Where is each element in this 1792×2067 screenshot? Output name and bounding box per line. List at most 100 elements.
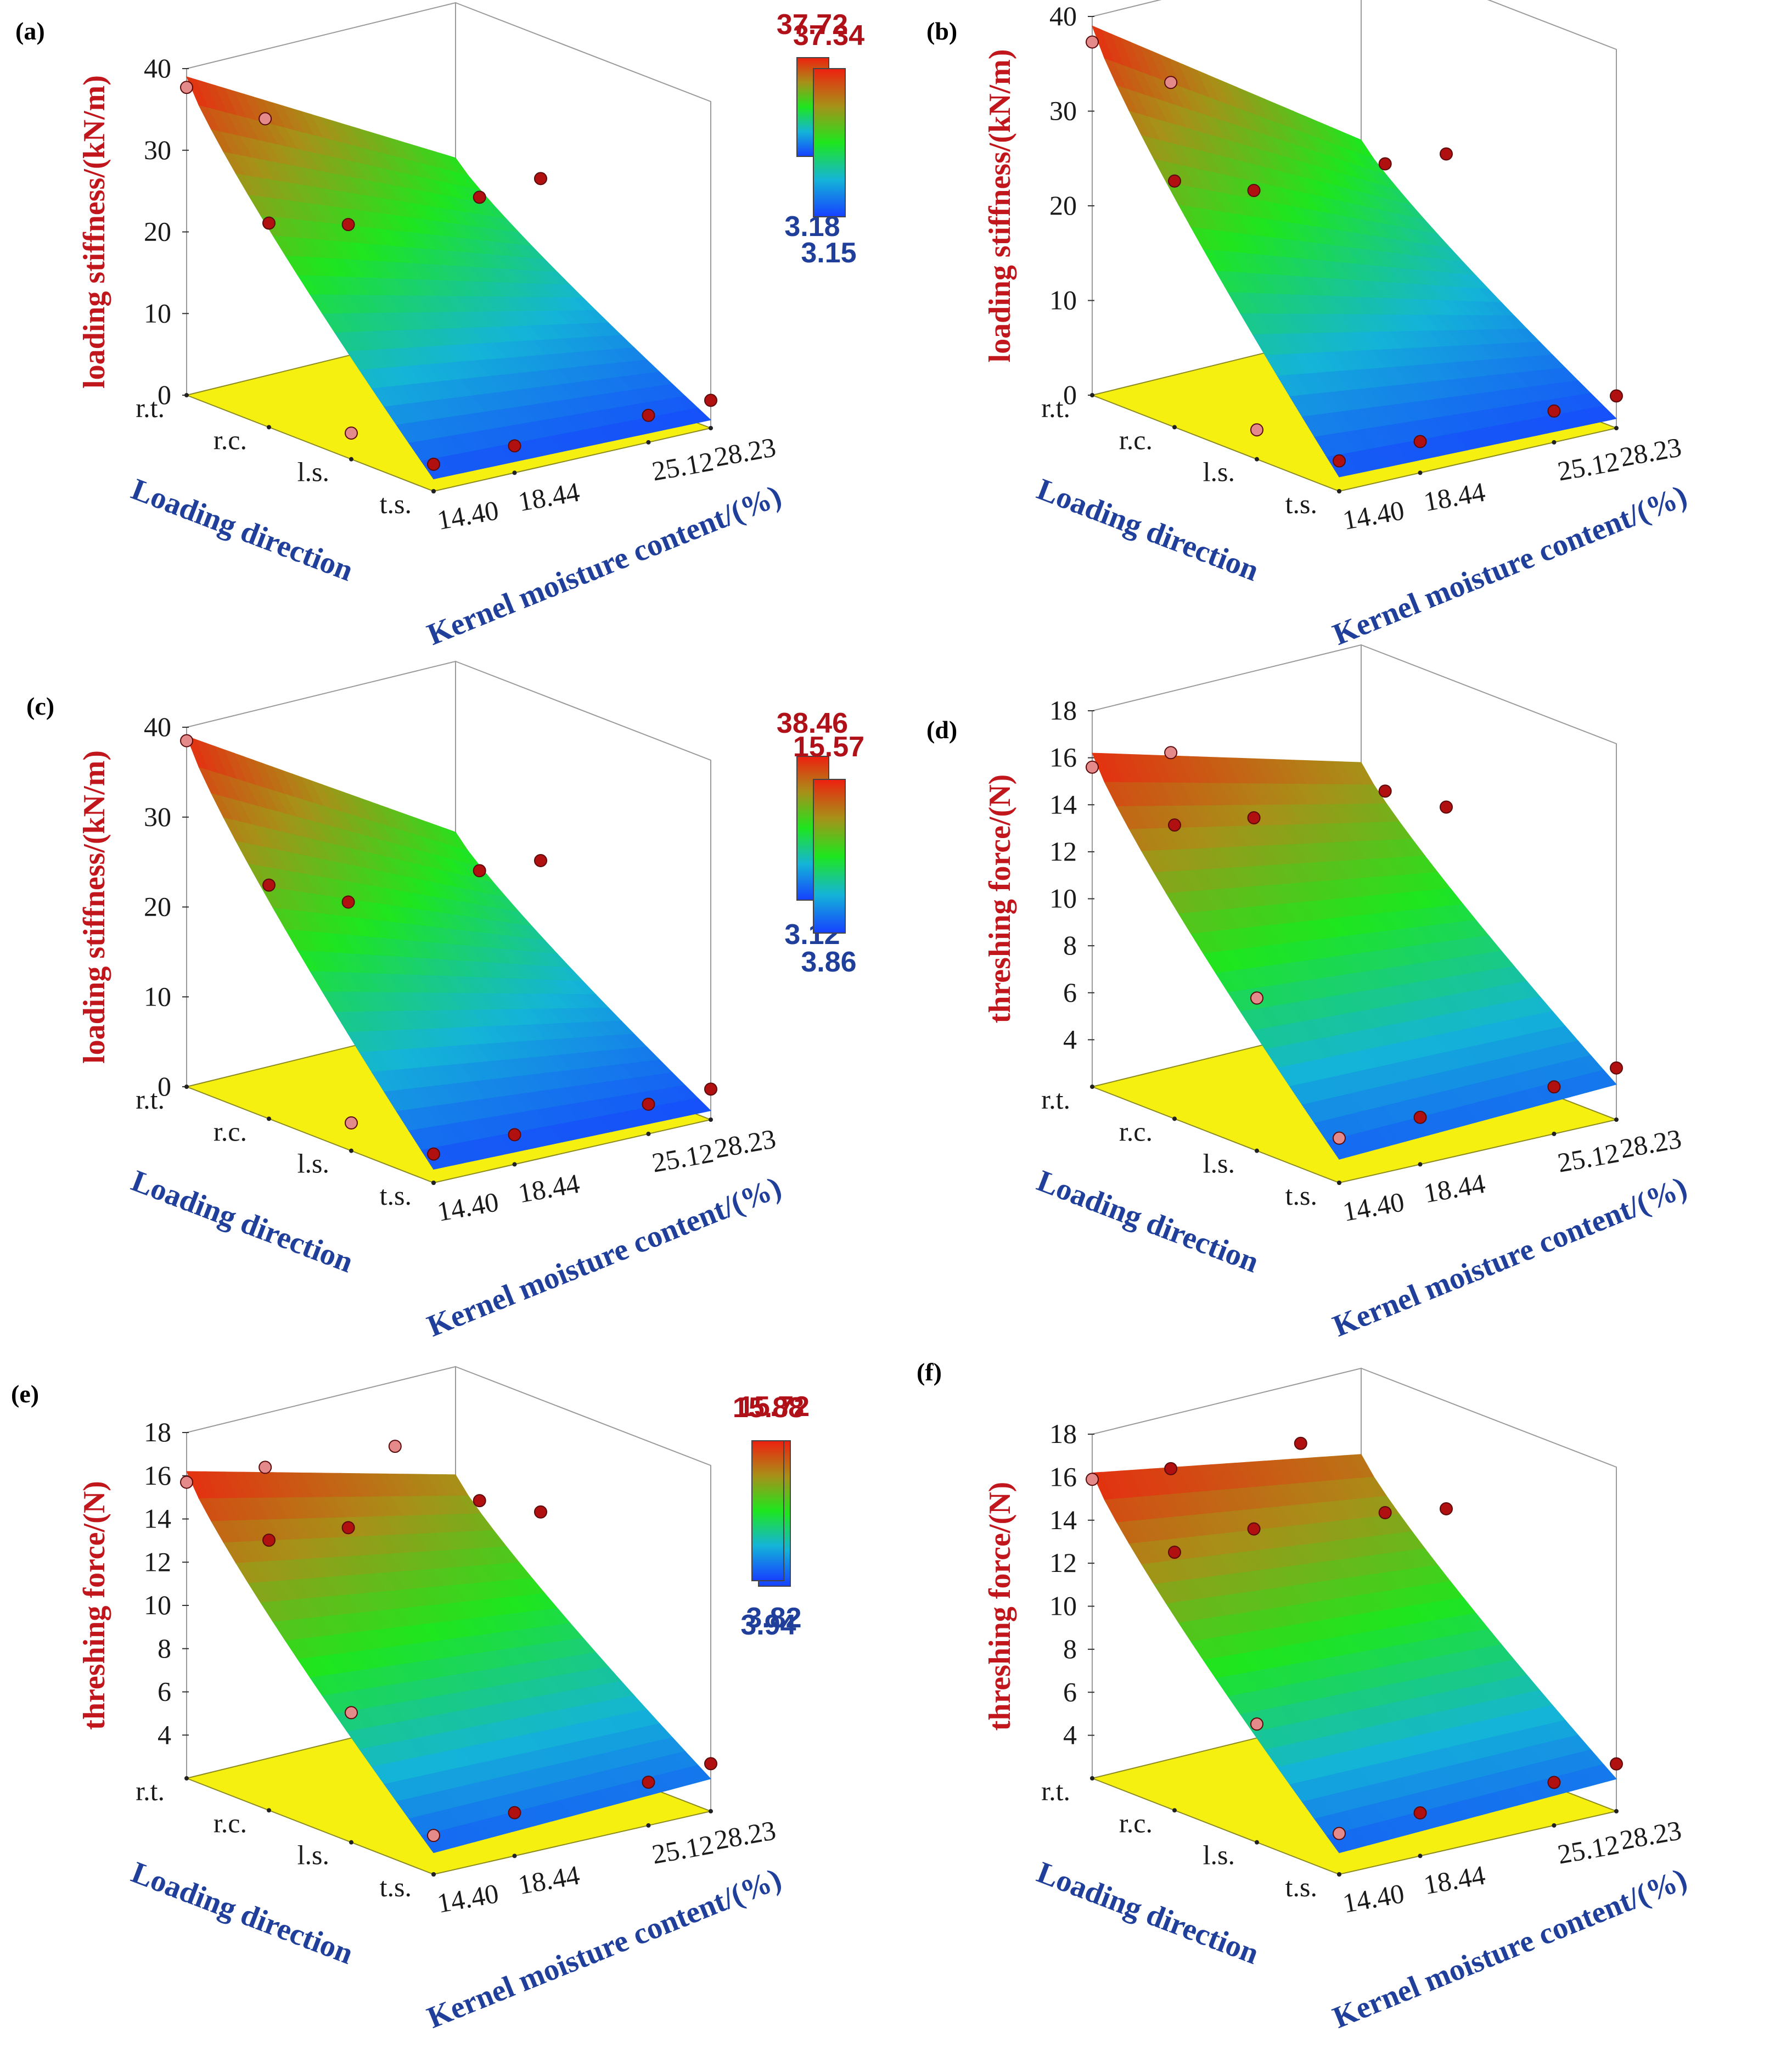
- moisture-tick-label: 25.12: [650, 1137, 716, 1178]
- direction-tick-label: r.t.: [1041, 392, 1070, 423]
- direction-tick-mark: [1255, 1840, 1259, 1845]
- chart-panel-5: 4 6 8 10 12 14 16 18 r.t. r.c. l.s. t.s. 14.40 18.44 2…: [11, 1366, 810, 2035]
- moisture-tick-label: 18.44: [1422, 1168, 1488, 1209]
- data-point: [642, 408, 655, 422]
- moisture-tick-label: 18.44: [516, 1168, 582, 1209]
- direction-tick-mark: [1172, 1808, 1177, 1813]
- data-point: [427, 1829, 440, 1843]
- direction-tick-mark: [184, 393, 189, 397]
- z-axis-label: threshing force/(N): [983, 774, 1017, 1024]
- direction-axis-label: Loading direction: [127, 1855, 358, 1971]
- moisture-tick-mark: [1418, 1853, 1423, 1858]
- data-point: [345, 426, 358, 440]
- box-right-frame: [1361, 644, 1617, 1120]
- data-point: [259, 1461, 272, 1474]
- moisture-tick-mark: [1418, 470, 1423, 475]
- direction-tick-label: t.s.: [1285, 1180, 1317, 1211]
- direction-tick-label: t.s.: [380, 1872, 412, 1902]
- direction-tick-label: r.c.: [214, 1116, 247, 1147]
- direction-tick-label: r.c.: [1119, 1116, 1153, 1147]
- moisture-tick-label: 28.23: [712, 1815, 778, 1856]
- data-point: [1250, 1717, 1263, 1731]
- data-point: [1378, 1506, 1392, 1519]
- data-point: [1413, 1110, 1427, 1124]
- direction-tick-mark: [1255, 457, 1259, 462]
- direction-tick-mark: [349, 457, 353, 462]
- z-tick-label: 30: [144, 801, 171, 832]
- direction-tick-label: t.s.: [380, 488, 412, 519]
- moisture-tick-label: 25.12: [1555, 1829, 1622, 1870]
- direction-tick-mark: [1255, 1148, 1259, 1153]
- direction-tick-label: t.s.: [380, 1180, 412, 1211]
- direction-tick-mark: [184, 1085, 189, 1089]
- moisture-tick-label: 18.44: [516, 1860, 582, 1901]
- direction-tick-label: r.c.: [1119, 1807, 1153, 1838]
- direction-tick-label: l.s.: [297, 1148, 329, 1179]
- moisture-tick-mark: [1418, 1162, 1423, 1167]
- chart-panel-6: 4 6 8 10 12 14 16 18 r.t. r.c. l.s. t.s. 14.40 18.44 2…: [733, 1358, 1692, 2035]
- direction-tick-mark: [267, 1116, 271, 1121]
- direction-tick-label: l.s.: [297, 457, 329, 487]
- data-point: [180, 81, 193, 94]
- direction-tick-mark: [1090, 1776, 1094, 1780]
- z-tick-label: 18: [1049, 1418, 1077, 1449]
- z-tick-label: 6: [158, 1676, 171, 1707]
- z-tick-label: 16: [144, 1460, 171, 1491]
- direction-axis-label: Loading direction: [127, 472, 358, 588]
- panel-label: (a): [15, 17, 45, 45]
- moisture-tick-label: 14.40: [1340, 1186, 1407, 1227]
- data-point: [508, 439, 521, 453]
- moisture-tick-label: 25.12: [1555, 1137, 1622, 1178]
- direction-tick-label: r.t.: [136, 1084, 165, 1115]
- z-tick-label: 20: [144, 891, 171, 922]
- moisture-tick-mark: [1614, 1117, 1619, 1122]
- data-point: [1164, 76, 1178, 89]
- z-tick-label: 12: [144, 1546, 171, 1577]
- z-tick-label: 0: [158, 379, 171, 410]
- data-point: [473, 1494, 486, 1508]
- data-point: [1333, 1827, 1346, 1840]
- data-point: [534, 853, 547, 867]
- response-surface: [1092, 1454, 1617, 1853]
- data-point: [1247, 184, 1261, 198]
- direction-tick-label: l.s.: [1203, 1840, 1235, 1871]
- moisture-tick-label: 14.40: [1340, 1878, 1407, 1919]
- z-tick-label: 4: [1063, 1720, 1077, 1750]
- z-tick-label: 10: [1049, 883, 1077, 914]
- data-point: [704, 1082, 717, 1096]
- data-point: [1610, 1061, 1623, 1075]
- direction-tick-mark: [1090, 393, 1094, 397]
- data-point: [1610, 1757, 1623, 1771]
- direction-axis-label: Loading direction: [1032, 1855, 1263, 1971]
- direction-tick-label: l.s.: [297, 1840, 329, 1871]
- z-tick-label: 10: [1049, 285, 1077, 316]
- z-tick-label: 6: [1063, 977, 1077, 1008]
- z-tick-label: 8: [1063, 1633, 1077, 1664]
- colorbar-min-label: 3.15: [801, 237, 856, 269]
- data-point: [534, 1505, 547, 1519]
- z-tick-label: 16: [1049, 1461, 1077, 1492]
- data-point: [1440, 1502, 1453, 1515]
- data-point: [1086, 35, 1099, 49]
- response-surface: [1092, 25, 1617, 478]
- moisture-tick-label: 14.40: [435, 1878, 501, 1919]
- z-tick-label: 14: [1049, 789, 1077, 819]
- moisture-tick-mark: [1552, 1823, 1557, 1828]
- z-tick-label: 30: [144, 134, 171, 165]
- moisture-tick-label: 28.23: [1617, 1123, 1684, 1164]
- data-point: [1378, 157, 1392, 171]
- moisture-tick-mark: [709, 1117, 713, 1122]
- data-point: [388, 1440, 402, 1453]
- z-tick-label: 10: [1049, 1591, 1077, 1621]
- chart-panel-2: 0 10 20 30 40 r.t. r.c. l.s. t.s. 14.40 18.44 25.12…: [793, 0, 1692, 652]
- z-tick-label: 20: [144, 216, 171, 247]
- data-point: [1378, 784, 1392, 798]
- box-right-frame: [455, 1366, 711, 1811]
- data-point: [345, 1706, 358, 1720]
- data-point: [1547, 404, 1561, 418]
- direction-tick-label: r.t.: [136, 1776, 165, 1806]
- moisture-tick-mark: [512, 1162, 517, 1167]
- data-point: [259, 112, 272, 126]
- moisture-tick-mark: [646, 1131, 651, 1136]
